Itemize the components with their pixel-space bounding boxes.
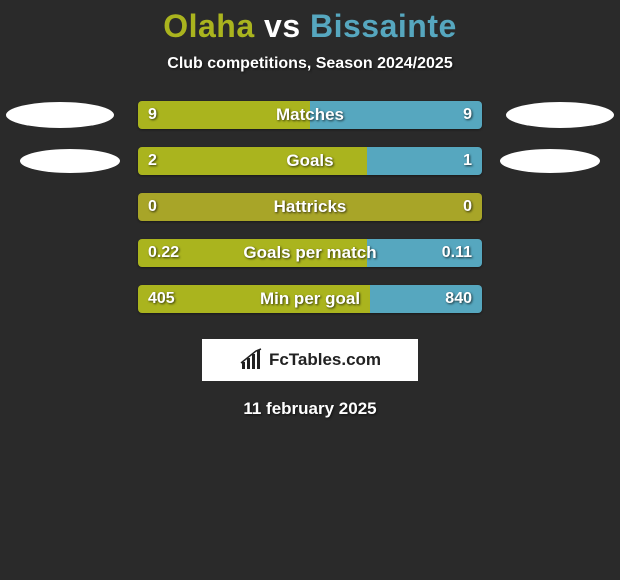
stat-bar: 21Goals xyxy=(138,147,482,175)
bar-fill-left xyxy=(138,285,370,313)
player1-name: Olaha xyxy=(163,8,254,44)
chart-icon xyxy=(239,348,263,372)
player2-name: Bissainte xyxy=(310,8,457,44)
player1-avatar xyxy=(20,149,120,173)
stat-row: 21Goals xyxy=(0,147,620,175)
stat-bar: 405840Min per goal xyxy=(138,285,482,313)
bar-fill-right xyxy=(310,101,482,129)
stat-rows: 99Matches 21Goals 00Hattricks 0.220.11Goals… xyxy=(0,101,620,313)
stat-row: 0.220.11Goals per match xyxy=(0,239,620,267)
stat-row: 99Matches xyxy=(0,101,620,129)
bar-fill-right xyxy=(367,147,482,175)
title: Olaha vs Bissainte xyxy=(0,8,620,45)
vs-text: vs xyxy=(264,8,301,44)
comparison-card: Olaha vs Bissainte Club competitions, Se… xyxy=(0,0,620,419)
bar-fill-left xyxy=(138,101,310,129)
player1-avatar xyxy=(6,102,114,128)
stat-row: 405840Min per goal xyxy=(0,285,620,313)
brand-text: FcTables.com xyxy=(269,350,381,370)
stat-bar: 0.220.11Goals per match xyxy=(138,239,482,267)
stat-bar: 00Hattricks xyxy=(138,193,482,221)
bar-fill-right xyxy=(370,285,482,313)
bar-fill-right xyxy=(367,239,482,267)
player2-avatar xyxy=(506,102,614,128)
subtitle: Club competitions, Season 2024/2025 xyxy=(0,55,620,73)
brand-box: FcTables.com xyxy=(202,339,418,381)
bar-fill-left xyxy=(138,147,367,175)
player2-avatar xyxy=(500,149,600,173)
date-text: 11 february 2025 xyxy=(0,399,620,419)
bar-fill-left xyxy=(138,239,367,267)
stat-bar: 99Matches xyxy=(138,101,482,129)
stat-row: 00Hattricks xyxy=(0,193,620,221)
